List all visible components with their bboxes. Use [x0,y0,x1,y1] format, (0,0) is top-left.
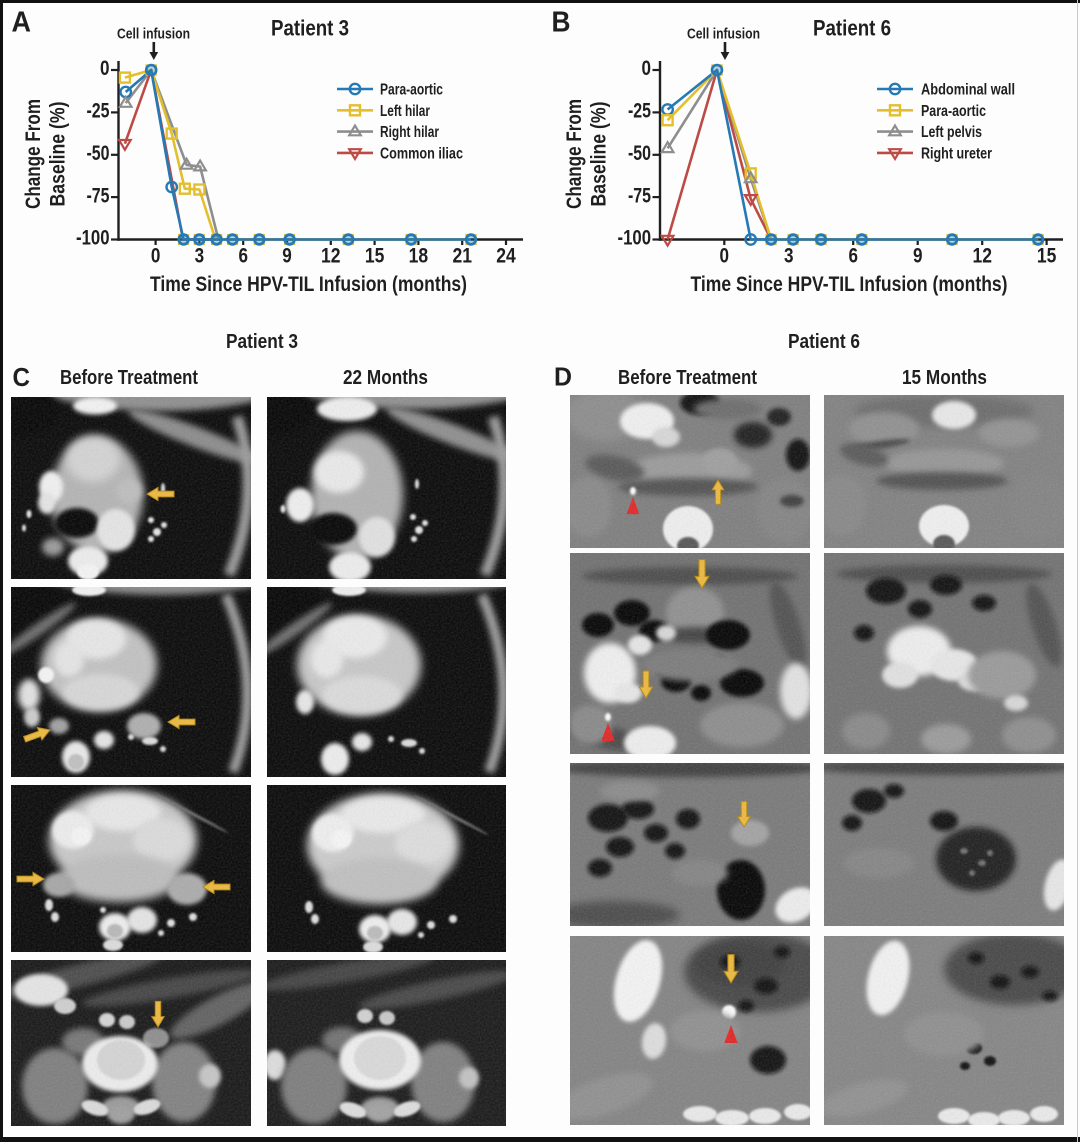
svg-text:Patient 3: Patient 3 [271,16,349,41]
svg-text:6: 6 [238,245,248,268]
svg-text:C: C [13,362,31,392]
svg-text:Time Since HPV-TIL Infusion (m: Time Since HPV-TIL Infusion (months) [691,273,1008,296]
svg-text:Time Since HPV-TIL Infusion (m: Time Since HPV-TIL Infusion (months) [150,273,467,296]
svg-text:Para-aortic: Para-aortic [380,82,443,99]
svg-text:Para-aortic: Para-aortic [921,103,986,120]
svg-text:0: 0 [100,57,110,80]
svg-text:15 Months: 15 Months [902,366,987,389]
svg-text:Abdominal wall: Abdominal wall [921,82,1015,99]
svg-text:-50: -50 [628,142,651,165]
svg-text:12: 12 [321,245,341,268]
svg-text:-75: -75 [628,184,651,207]
svg-text:Change From: Change From [563,99,586,209]
svg-text:Change From: Change From [22,99,45,209]
svg-text:Cell infusion: Cell infusion [117,27,190,43]
svg-text:-100: -100 [618,227,652,250]
svg-text:0: 0 [720,245,730,268]
svg-text:18: 18 [409,245,429,268]
svg-text:Common iliac: Common iliac [380,145,463,162]
svg-text:Before Treatment: Before Treatment [60,366,198,389]
svg-text:Before Treatment: Before Treatment [618,366,757,389]
svg-text:Cell infusion: Cell infusion [687,27,760,43]
svg-text:3: 3 [784,245,794,268]
svg-text:24: 24 [496,245,516,268]
svg-text:15: 15 [365,245,385,268]
svg-text:0: 0 [151,245,161,268]
svg-text:D: D [554,362,572,392]
svg-text:Right ureter: Right ureter [921,145,992,162]
svg-text:Patient 6: Patient 6 [788,330,860,353]
svg-text:15: 15 [1037,245,1057,268]
svg-text:Left hilar: Left hilar [380,103,430,120]
svg-text:-50: -50 [87,142,110,165]
svg-text:-25: -25 [87,100,110,123]
svg-text:22 Months: 22 Months [343,366,428,389]
svg-text:-100: -100 [76,227,110,250]
svg-text:Patient 6: Patient 6 [813,16,891,41]
svg-text:Right hilar: Right hilar [380,124,439,141]
svg-text:12: 12 [972,245,992,268]
svg-text:Baseline (%): Baseline (%) [47,102,70,207]
svg-text:9: 9 [913,245,923,268]
svg-text:-75: -75 [87,184,110,207]
svg-text:A: A [12,7,32,39]
svg-text:9: 9 [282,245,292,268]
svg-text:3: 3 [195,245,205,268]
svg-text:6: 6 [848,245,858,268]
svg-text:Baseline (%): Baseline (%) [588,102,611,207]
svg-text:B: B [552,7,571,39]
svg-text:Left pelvis: Left pelvis [921,124,982,141]
svg-text:21: 21 [452,245,472,268]
svg-text:Patient 3: Patient 3 [226,330,298,353]
svg-text:-25: -25 [628,100,651,123]
svg-text:0: 0 [642,57,652,80]
